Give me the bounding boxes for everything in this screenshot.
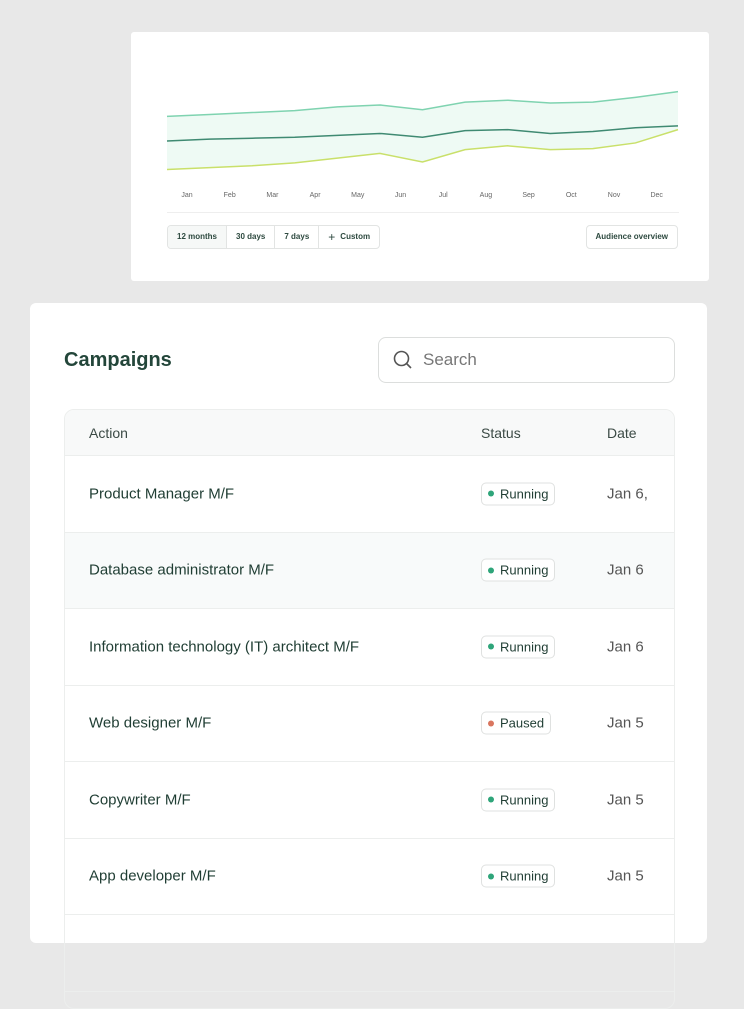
status-badge: Running	[481, 864, 556, 888]
x-tick-label: Jan	[181, 192, 192, 199]
campaign-date: Jan 6,	[607, 485, 648, 503]
search-icon	[393, 350, 412, 369]
status-badge: Running	[481, 788, 556, 812]
range-selector: 12 months 30 days 7 days + Custom	[167, 225, 381, 249]
status-dot-icon	[488, 720, 494, 727]
status-dot-icon	[488, 873, 494, 880]
series-line-2	[166, 128, 679, 171]
x-tick-label: May	[351, 192, 365, 199]
x-tick-label: Jul	[439, 192, 448, 199]
line-chart: Jan Feb Mar Apr May Jun Jul Aug Sep Oct Nov Dec	[166, 90, 679, 199]
status-label: Running	[500, 639, 549, 655]
status-dot-icon	[488, 567, 494, 574]
x-tick-label: Mar	[266, 192, 279, 199]
table-row[interactable]: Copywriter M/F Running Jan 5	[65, 762, 674, 839]
status-label: Running	[500, 792, 549, 808]
campaign-date: Jan 5	[607, 791, 644, 809]
page-title: Campaigns	[64, 349, 172, 371]
status-badge: Running	[481, 482, 556, 506]
divider	[167, 212, 679, 213]
x-tick-label: Apr	[310, 192, 322, 199]
campaign-action[interactable]: Information technology (IT) architect M/…	[89, 638, 360, 656]
status-dot-icon	[488, 490, 494, 497]
campaign-date: Jan 5	[607, 867, 644, 885]
table-row[interactable]: Database administrator M/F Running Jan 6	[65, 532, 674, 609]
campaigns-card: Campaigns Search Action Status Date Prod…	[30, 303, 707, 1009]
status-label: Running	[500, 868, 549, 884]
custom-label: Custom	[340, 232, 371, 241]
campaign-date: Jan 6	[607, 561, 644, 579]
x-tick-label: Feb	[224, 192, 236, 199]
search-input[interactable]: Search	[378, 337, 675, 383]
status-dot-icon	[488, 796, 494, 803]
custom-range-button[interactable]: + Custom	[319, 226, 379, 248]
status-label: Running	[500, 486, 549, 502]
x-tick-label: Sep	[522, 192, 535, 199]
table-header: Action Status Date	[65, 410, 674, 456]
campaign-action[interactable]: Database administrator M/F	[89, 561, 275, 579]
x-tick-label: Aug	[480, 192, 493, 199]
series-line-1	[166, 125, 679, 142]
table-row[interactable]: App developer M/F Running Jan 5	[65, 839, 674, 915]
campaign-date: Jan 6	[607, 638, 644, 656]
status-dot-icon	[488, 643, 494, 650]
column-header-date[interactable]: Date	[607, 424, 637, 441]
range-30-days-button[interactable]: 30 days	[227, 226, 276, 248]
series-line-0	[166, 90, 679, 118]
x-tick-label: Dec	[650, 192, 663, 199]
campaign-date: Jan 5	[607, 714, 644, 732]
column-header-action[interactable]: Action	[89, 424, 128, 441]
audience-overview-button[interactable]: Audience overview	[585, 225, 678, 249]
range-12-months-button[interactable]: 12 months	[168, 226, 228, 248]
plus-icon: +	[328, 230, 336, 244]
table-row[interactable]: Product Manager M/F Running Jan 6,	[65, 456, 674, 533]
status-badge: Running	[481, 558, 556, 582]
campaign-action[interactable]: Web designer M/F	[89, 714, 212, 732]
x-tick-label: Jun	[395, 192, 406, 199]
status-label: Paused	[500, 715, 545, 731]
search-placeholder: Search	[423, 350, 477, 369]
x-tick-label: Nov	[608, 192, 621, 199]
status-badge: Running	[481, 635, 556, 659]
status-badge: Paused	[481, 711, 552, 735]
status-label: Running	[500, 562, 549, 578]
table-row[interactable]: Web designer M/F Paused Jan 5	[65, 686, 674, 762]
campaigns-table: Action Status Date Product Manager M/F R…	[64, 409, 675, 1009]
x-tick-label: Oct	[566, 192, 577, 199]
column-header-status[interactable]: Status	[481, 424, 521, 441]
table-row[interactable]	[65, 915, 674, 992]
campaign-action[interactable]: Product Manager M/F	[89, 485, 235, 503]
campaign-action[interactable]: Copywriter M/F	[89, 791, 191, 809]
table-row[interactable]: Information technology (IT) architect M/…	[65, 609, 674, 686]
campaign-action[interactable]: App developer M/F	[89, 867, 216, 885]
range-7-days-button[interactable]: 7 days	[275, 226, 320, 248]
chart-card: Jan Feb Mar Apr May Jun Jul Aug Sep Oct Nov Dec 12 …	[131, 32, 709, 281]
